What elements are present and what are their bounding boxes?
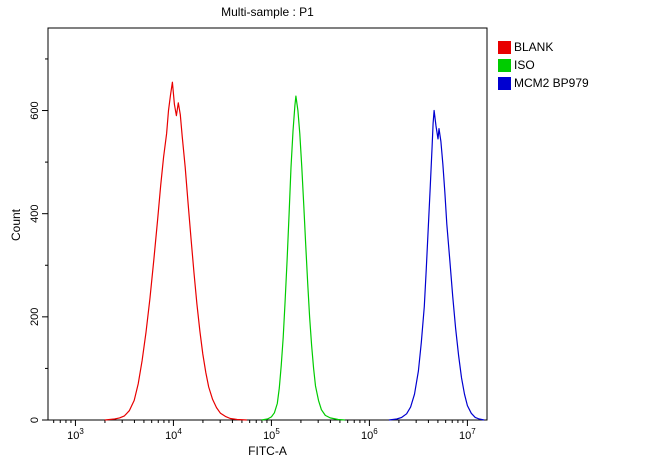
y-tick-label: 400 <box>29 205 41 223</box>
chart-title: Multi-sample : P1 <box>221 5 314 19</box>
legend-entry-mcm2: MCM2 BP979 <box>498 76 589 90</box>
x-axis-label: FITC-A <box>248 444 287 458</box>
y-axis-label: Count <box>9 208 23 242</box>
y-tick-label: 200 <box>29 308 41 326</box>
legend-label: ISO <box>514 58 535 72</box>
x-tick-label: 103 <box>67 427 84 442</box>
series-curve-blank <box>104 81 247 421</box>
x-tick-label: 106 <box>361 427 378 442</box>
plot-border <box>47 27 488 421</box>
series-curve-mcm2-bp979 <box>388 109 485 421</box>
x-tick-label: 105 <box>263 427 280 442</box>
legend: BLANK ISO MCM2 BP979 <box>498 40 589 94</box>
legend-label: MCM2 BP979 <box>514 76 589 90</box>
x-tick-label: 107 <box>459 427 476 442</box>
legend-swatch-blue <box>498 76 511 90</box>
x-tick-label: 104 <box>165 427 182 442</box>
series-curve-iso <box>261 95 345 421</box>
y-tick-label: 600 <box>29 101 41 119</box>
legend-swatch-green <box>498 58 511 72</box>
y-tick-label: 0 <box>29 417 41 423</box>
legend-swatch-red <box>498 40 511 54</box>
legend-entry-blank: BLANK <box>498 40 589 54</box>
legend-entry-iso: ISO <box>498 58 589 72</box>
legend-label: BLANK <box>514 40 554 54</box>
